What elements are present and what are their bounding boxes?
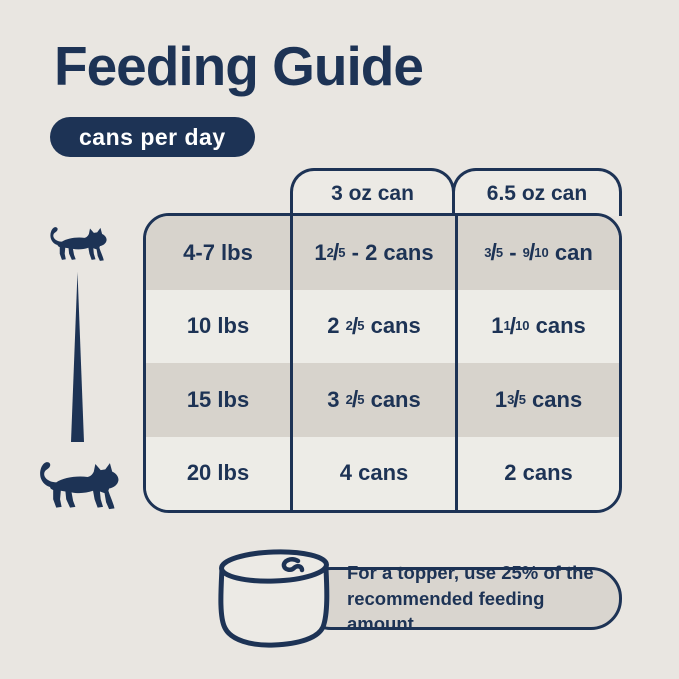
table-row: 10 lbs 2 2/5 cans 1 1/10 cans xyxy=(146,289,619,363)
feeding-table: 4-7 lbs 1 2/5 - 2 cans 3/5 - 9/10 can 10 … xyxy=(143,213,622,513)
column-header-6-5oz: 6.5 oz can xyxy=(452,168,622,216)
column-header-3oz: 3 oz can xyxy=(290,168,455,216)
weight-label: 4-7 lbs xyxy=(183,239,253,265)
large-can-value: 3/5 - 9/10 can xyxy=(484,239,593,266)
column-divider xyxy=(455,289,458,363)
pull-tab-icon xyxy=(281,557,305,573)
table-row: 20 lbs 4 cans 2 cans xyxy=(146,436,619,510)
topper-note-text: For a topper, use 25% of the recommended… xyxy=(303,560,619,637)
large-cat-icon xyxy=(40,462,119,510)
column-divider xyxy=(290,436,293,510)
small-can-value: 1 2/5 - 2 cans xyxy=(314,239,434,266)
small-can-value: 4 cans xyxy=(339,460,409,486)
column-divider xyxy=(290,363,293,437)
large-can-value: 1 3/5 cans xyxy=(494,386,583,413)
column-divider xyxy=(455,363,458,437)
small-cat-icon xyxy=(50,227,107,261)
table-row: 15 lbs 3 2/5 cans 1 3/5 cans xyxy=(146,363,619,437)
column-divider xyxy=(455,216,458,290)
large-can-value: 1 1/10 cans xyxy=(491,312,586,339)
page-title: Feeding Guide xyxy=(54,35,424,97)
weight-label: 20 lbs xyxy=(186,460,250,486)
weight-label: 10 lbs xyxy=(186,313,250,339)
column-divider xyxy=(290,289,293,363)
topper-note-box: For a topper, use 25% of the recommended… xyxy=(300,562,622,634)
topper-note-line2: recommended feeding amount. xyxy=(347,587,545,635)
cans-per-day-badge: cans per day xyxy=(50,117,255,157)
large-can-value: 2 cans xyxy=(504,460,573,486)
topper-note-line1: For a topper, use 25% of the xyxy=(347,562,594,584)
small-can-value: 3 2/5 cans xyxy=(327,386,421,413)
column-divider xyxy=(455,436,458,510)
table-row: 4-7 lbs 1 2/5 - 2 cans 3/5 - 9/10 can xyxy=(146,216,619,290)
column-divider xyxy=(290,216,293,290)
cat-food-can-icon xyxy=(218,549,330,648)
weight-label: 15 lbs xyxy=(186,386,250,412)
weight-scale-triangle-icon xyxy=(71,272,84,442)
small-can-value: 2 2/5 cans xyxy=(327,312,421,339)
